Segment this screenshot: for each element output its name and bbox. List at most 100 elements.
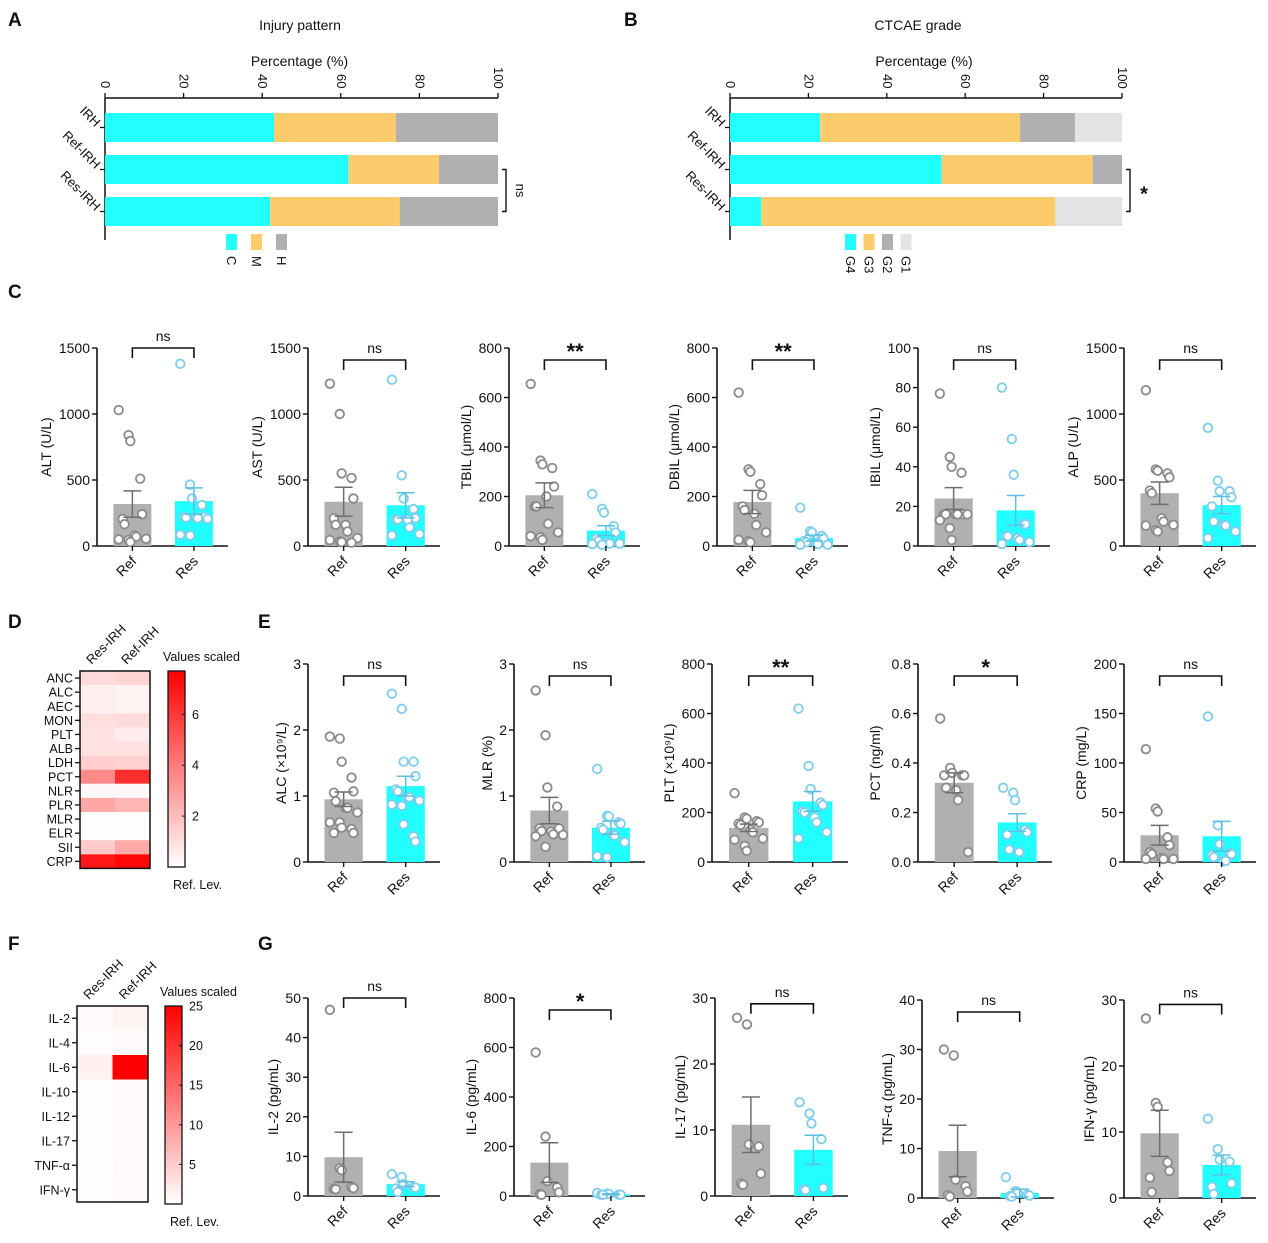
data-point — [741, 845, 752, 857]
data-point — [1002, 530, 1013, 542]
colorbar-tick-label: 2 — [192, 810, 199, 824]
x-tick-label: Ref — [1140, 1205, 1167, 1232]
row-label: LDH — [48, 756, 73, 770]
data-point — [1144, 1172, 1156, 1183]
bar-segment-g1 — [1055, 197, 1122, 226]
y-tick-label: 800 — [687, 340, 711, 356]
bar-segment-c — [105, 155, 349, 184]
significance-label: ns — [981, 992, 996, 1008]
chart-e2-bar: 0 1 2 3 MLR (%) Ref Res ns — [479, 656, 645, 898]
data-point — [587, 538, 598, 550]
data-point — [733, 534, 744, 546]
data-point — [348, 493, 359, 504]
bar-segment-g2 — [1020, 113, 1075, 142]
data-point — [1003, 844, 1015, 855]
data-point — [803, 760, 814, 772]
data-point — [944, 522, 955, 534]
significance-label: ns — [775, 984, 790, 1000]
x-tick-label: Ref — [729, 869, 756, 896]
y-tick-label: 200 — [682, 805, 706, 821]
heatmap-cell — [80, 840, 115, 855]
significance-bracket — [952, 359, 1017, 370]
bar-segment-c — [105, 113, 274, 142]
data-point — [525, 530, 536, 542]
data-point — [944, 451, 955, 463]
data-point — [202, 513, 213, 525]
data-point — [386, 799, 398, 810]
chart-f-heatmap: IL-2IL-4IL-6IL-10IL-12IL-17TNF-αIFN-γRes… — [34, 956, 237, 1229]
y-tick-label: 150 — [1094, 706, 1118, 722]
data-point — [392, 1186, 403, 1198]
data-point — [956, 467, 967, 478]
data-point — [136, 509, 148, 520]
data-point — [135, 473, 146, 484]
legend-swatch-h — [276, 234, 287, 250]
significance-bracket — [548, 1009, 612, 1020]
chart-g5-bar: 0 10 20 30 IFN-γ (pg/mL) Ref Res ns — [1081, 984, 1256, 1234]
heatmap-cell — [80, 685, 115, 700]
y-tick-label: 200 — [484, 1139, 508, 1155]
y-tick-label: 0 — [702, 538, 710, 554]
row-label: ANC — [47, 672, 73, 686]
data-point — [414, 528, 425, 540]
data-point — [596, 539, 608, 550]
heatmap-cell — [112, 1104, 148, 1129]
data-point — [386, 1169, 398, 1180]
colorbar — [164, 1005, 183, 1205]
y-tick-label: 40 — [899, 992, 915, 1008]
data-point — [1014, 534, 1025, 546]
chart-a-stacked-bar: Injury pattern Percentage (%) 0 20 40 60 80 100… — [58, 17, 528, 267]
y-axis-label: ALT (U/L) — [38, 417, 54, 476]
data-point — [336, 822, 347, 833]
significance-label: ns — [367, 656, 382, 672]
data-point — [547, 462, 558, 474]
bar-segment-g2 — [1092, 155, 1122, 184]
significance-bracket — [342, 675, 407, 686]
data-point — [610, 527, 621, 538]
data-point — [946, 461, 957, 473]
y-tick-label: 200 — [1094, 656, 1118, 672]
data-point — [324, 1004, 336, 1016]
row-label: IL-6 — [48, 1061, 70, 1075]
row-label: IL-4 — [48, 1036, 70, 1050]
data-point — [597, 824, 609, 835]
data-point — [1152, 526, 1163, 537]
y-tick-label: 60 — [895, 419, 911, 435]
heatmap-cell — [112, 1079, 148, 1104]
row-label: TNF-α — [34, 1159, 70, 1173]
x-tick-label: Ref — [733, 553, 760, 580]
y-tick-label: 600 — [687, 390, 711, 406]
data-point — [804, 1108, 815, 1119]
y-tick-label: 80 — [895, 380, 911, 396]
y-tick-label: 800 — [484, 990, 508, 1006]
data-point — [330, 519, 341, 531]
data-point — [386, 374, 398, 385]
data-point — [614, 538, 625, 549]
data-point — [601, 852, 613, 863]
data-point — [1164, 1165, 1175, 1177]
data-point — [592, 763, 603, 775]
data-point — [729, 834, 740, 845]
data-point — [753, 817, 765, 828]
data-point — [525, 378, 536, 390]
y-tick-label: 200 — [479, 489, 503, 505]
significance-bracket — [1158, 675, 1223, 686]
y-tick-label: 400 — [484, 1089, 508, 1105]
data-point — [346, 472, 357, 484]
data-point — [800, 1184, 811, 1196]
y-tick-label: 0 — [82, 538, 90, 554]
y-tick-label: Res-IRH — [58, 168, 104, 214]
bar-segment-g4 — [730, 155, 942, 184]
data-point — [334, 733, 345, 744]
chart-e5-bar: 0 50 100 150 200 CRP (mg/L) Ref Res ns — [1073, 656, 1256, 898]
data-point — [934, 515, 946, 526]
heatmap-cell — [112, 1177, 148, 1202]
heatmap-cell — [115, 783, 150, 798]
data-point — [537, 534, 548, 546]
data-point — [998, 782, 1009, 793]
data-point — [330, 1184, 341, 1195]
y-tick-label: 100 — [888, 340, 912, 356]
data-point — [1140, 743, 1152, 755]
x-tick-label: Res — [589, 1203, 618, 1232]
data-point — [1202, 422, 1214, 434]
